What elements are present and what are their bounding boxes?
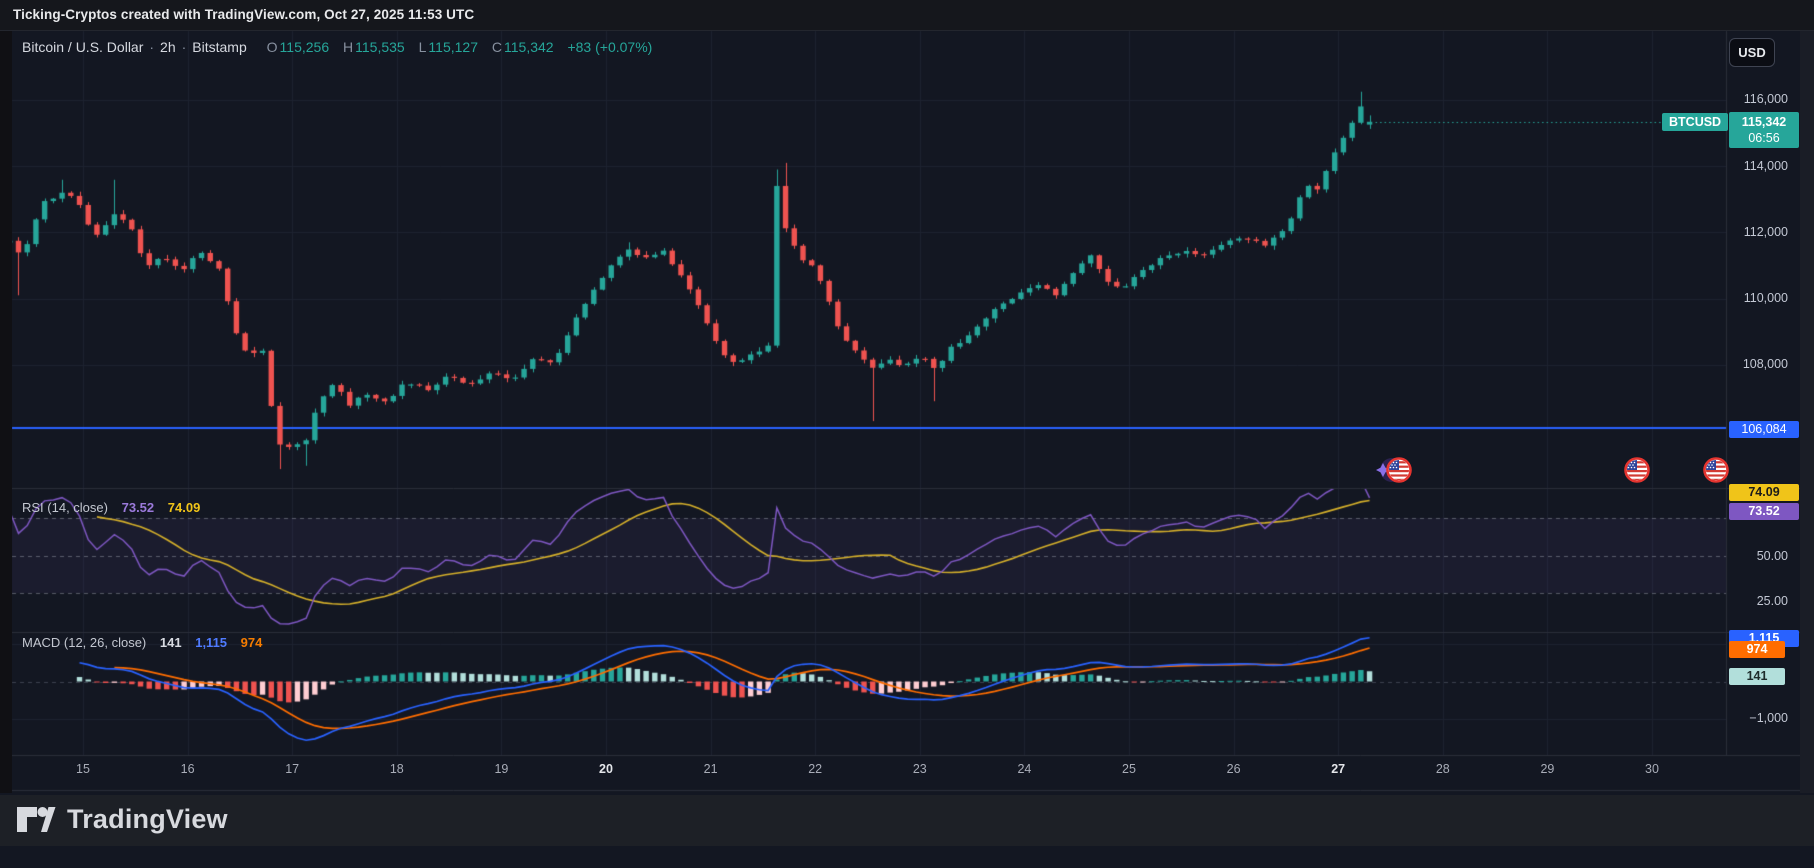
time-axis-label-29: 29 <box>1540 762 1555 776</box>
right-scroll-strip <box>1800 31 1814 793</box>
tradingview-logo[interactable]: TradingView <box>16 801 228 838</box>
time-axis-label-21: 21 <box>703 762 718 776</box>
macd-signal-value: 974 <box>240 635 263 650</box>
footer-bar: TradingView <box>0 795 1814 846</box>
last-price-value: 115,342 <box>1741 115 1787 129</box>
time-axis-label-28: 28 <box>1435 762 1450 776</box>
time-axis-label-19: 19 <box>494 762 509 776</box>
open-label: O <box>266 39 278 55</box>
price-axis-label: 112,000 <box>1743 225 1788 239</box>
rsi-legend[interactable]: RSI (14, close) 73.52 74.09 <box>22 500 200 515</box>
time-axis-label-20: 20 <box>599 762 613 776</box>
currency-toggle-button[interactable]: USD <box>1729 38 1775 67</box>
footer-spacer <box>0 846 1814 868</box>
left-margin <box>0 31 12 793</box>
change-value: +83 (+0.07%) <box>567 39 653 55</box>
time-axis-label-30: 30 <box>1645 762 1659 776</box>
page-title: Ticking-Cryptos created with TradingView… <box>13 7 475 22</box>
time-axis-label-27: 27 <box>1331 762 1346 776</box>
close-label: C <box>491 39 502 55</box>
us-flag-economic-event-highlighted[interactable] <box>1372 453 1418 487</box>
high-value: 115,535 <box>355 39 405 55</box>
macd-axis-neg1000: −1,000 <box>1749 711 1788 725</box>
symbol-legend[interactable]: Bitcoin / U.S. Dollar · 2h · Bitstamp O 115,2… <box>22 39 654 57</box>
price-axis-label: 108,000 <box>1742 357 1788 371</box>
time-axis-label-18: 18 <box>389 762 404 776</box>
time-axis-label-26: 26 <box>1226 762 1241 776</box>
price-axis-label: 114,000 <box>1743 159 1788 173</box>
high-label: H <box>343 39 354 55</box>
rsi-axis-50: 50.00 <box>1756 549 1788 563</box>
symbol-price-label: BTCUSD <box>1662 113 1729 131</box>
rsi-title: RSI (14, close) <box>22 500 108 515</box>
macd-hist-value: 141 <box>159 635 182 650</box>
time-axis-label-23: 23 <box>912 762 927 776</box>
rsi-ma-badge: 74.09 <box>1729 484 1799 501</box>
close-value: 115,342 <box>504 39 554 55</box>
macd-legend[interactable]: MACD (12, 26, close) 141 1,115 974 <box>22 635 262 650</box>
symbol-description[interactable]: Bitcoin / U.S. Dollar · 2h · Bitstamp <box>22 39 247 55</box>
last-price-badge: 115,342 06:56 <box>1729 112 1799 148</box>
rsi-axis-25: 25.00 <box>1756 594 1788 608</box>
rsi-badge: 73.52 <box>1729 503 1799 520</box>
rsi-value: 73.52 <box>121 500 155 515</box>
interval-label[interactable]: 2h <box>160 39 176 55</box>
time-axis-label-16: 16 <box>180 762 195 776</box>
top-title-bar: Ticking-Cryptos created with TradingView… <box>0 0 1814 31</box>
macd-signal-badge: 974 <box>1729 641 1785 658</box>
time-axis-label-15: 15 <box>76 762 90 776</box>
level-line-price-badge: 106,084 <box>1729 421 1799 438</box>
time-axis-label-24: 24 <box>1017 762 1032 776</box>
tradingview-logo-icon <box>17 807 56 832</box>
macd-line-value: 1,115 <box>195 635 228 650</box>
rsi-ma-value: 74.09 <box>167 500 201 515</box>
macd-hist-badge: 141 <box>1729 668 1785 685</box>
time-axis-label-25: 25 <box>1122 762 1136 776</box>
time-axis-label-22: 22 <box>808 762 823 776</box>
time-axis-label-17: 17 <box>285 762 300 776</box>
us-flag-economic-event[interactable] <box>1610 453 1656 487</box>
bar-countdown: 06:56 <box>1748 131 1780 145</box>
low-value: 115,127 <box>428 39 478 55</box>
price-axis-label: 116,000 <box>1743 92 1788 106</box>
us-flag-economic-event[interactable] <box>1689 453 1735 487</box>
exchange-label: Bitstamp <box>192 39 247 55</box>
low-label: L <box>418 39 427 55</box>
tradingview-brand-text: TradingView <box>67 804 228 834</box>
open-value: 115,256 <box>279 39 330 55</box>
macd-title: MACD (12, 26, close) <box>22 635 147 650</box>
price-axis-label: 110,000 <box>1743 291 1788 305</box>
